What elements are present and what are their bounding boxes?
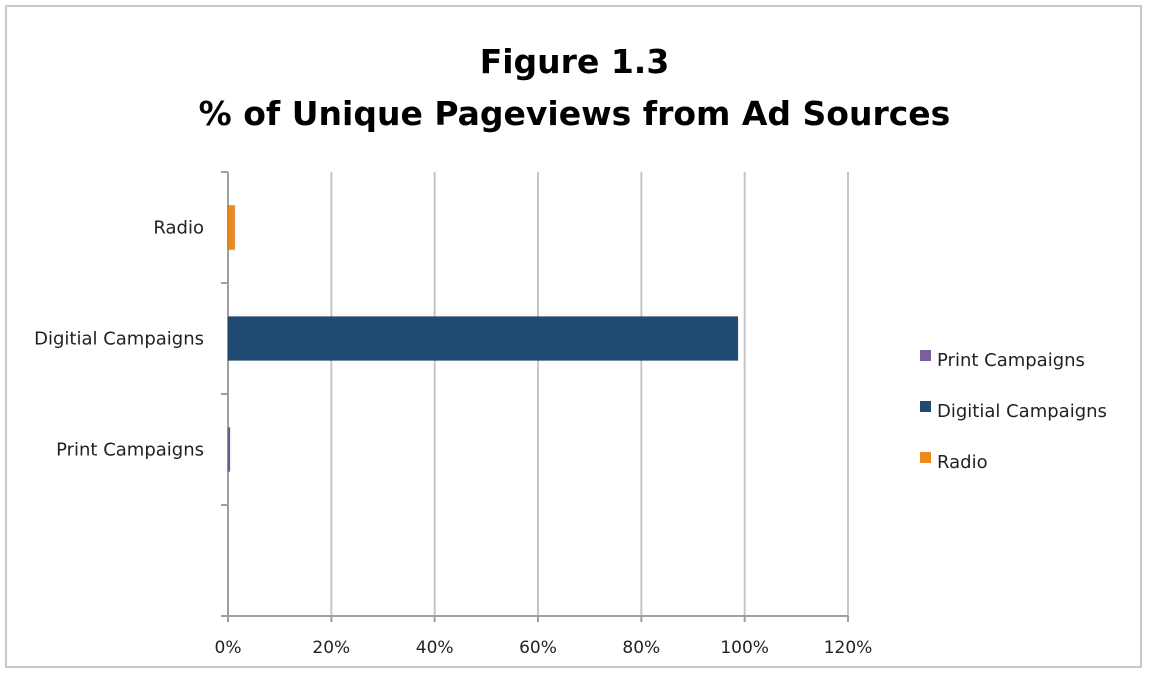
x-tick-label: 40%: [416, 638, 454, 658]
legend-swatch: [920, 350, 931, 361]
x-tick-label: 80%: [622, 638, 660, 658]
bar: [227, 205, 236, 250]
chart-subtitle: % of Unique Pageviews from Ad Sources: [198, 94, 951, 133]
y-category-label: Digitial Campaigns: [34, 329, 204, 350]
legend-swatch: [920, 452, 931, 463]
legend-label: Radio: [937, 452, 988, 473]
x-tick-label: 20%: [312, 638, 350, 658]
x-tick-label: 120%: [824, 638, 873, 658]
y-category-label: Print Campaigns: [56, 440, 204, 461]
x-tick-label: 60%: [519, 638, 557, 658]
x-tick-label: 100%: [720, 638, 769, 658]
chart-title: Figure 1.3: [479, 42, 670, 81]
legend-label: Digitial Campaigns: [937, 401, 1107, 422]
bar: [227, 427, 231, 472]
x-tick-label: 0%: [215, 638, 242, 658]
bar: [227, 316, 739, 361]
y-category-label: Radio: [153, 218, 204, 239]
legend-label: Print Campaigns: [937, 350, 1085, 371]
legend-swatch: [920, 401, 931, 412]
